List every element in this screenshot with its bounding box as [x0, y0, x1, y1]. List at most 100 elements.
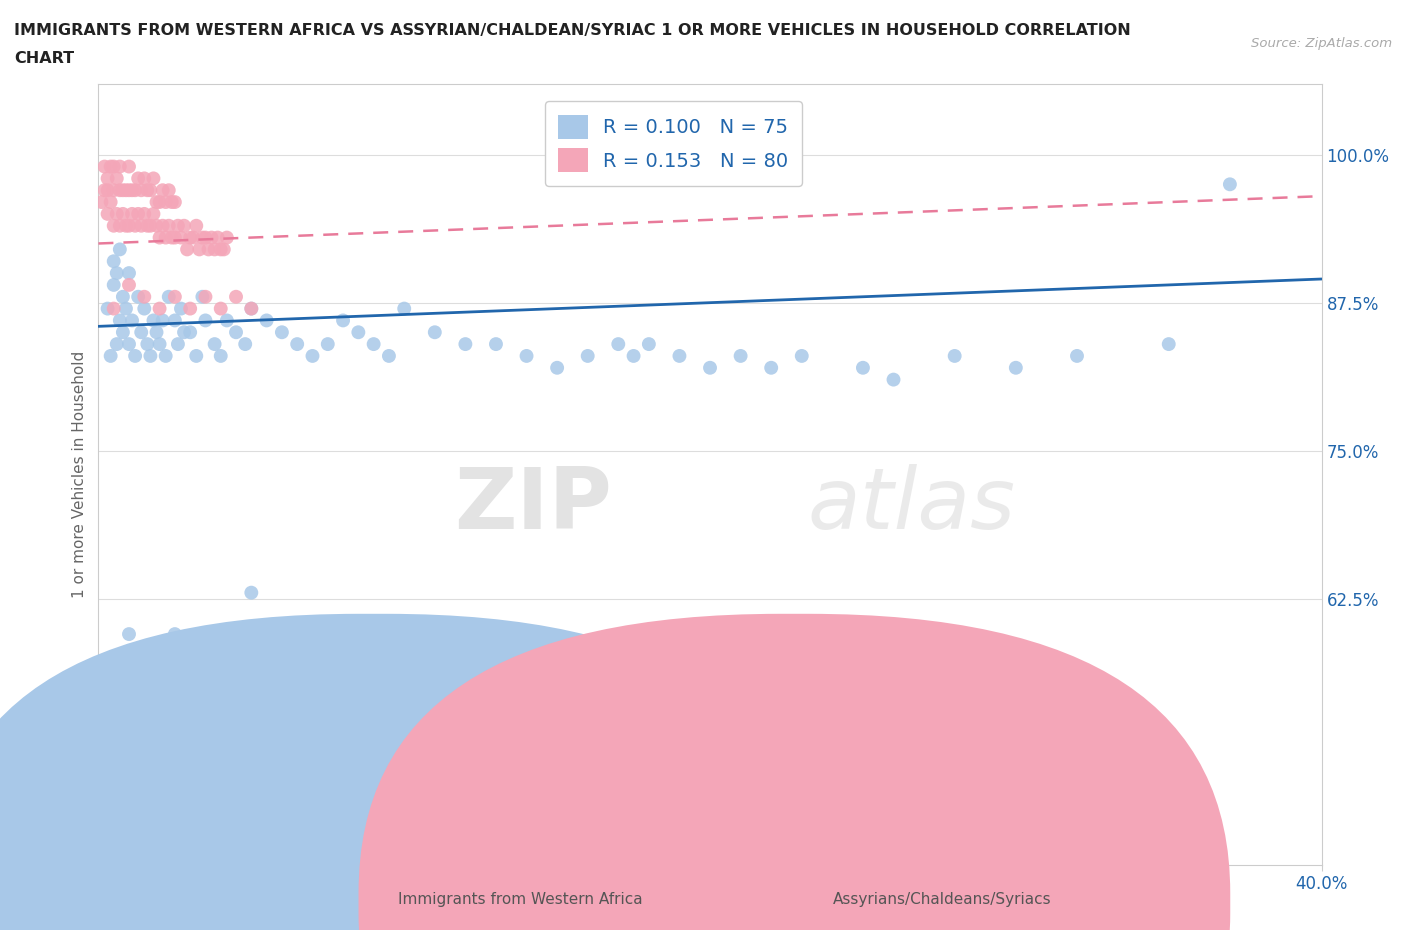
Point — [200, 230, 222, 245]
Point — [152, 313, 174, 328]
Point — [212, 242, 235, 257]
Point — [546, 360, 568, 375]
Point — [111, 206, 134, 221]
Point — [108, 159, 131, 174]
Point — [668, 349, 690, 364]
Point — [423, 325, 446, 339]
Point — [93, 183, 115, 198]
Point — [233, 337, 256, 352]
Point — [108, 183, 131, 198]
Point — [124, 349, 146, 364]
Point — [118, 183, 141, 198]
Point — [225, 325, 247, 339]
Point — [134, 171, 156, 186]
Point — [157, 219, 180, 233]
Point — [225, 289, 247, 304]
Point — [100, 159, 122, 174]
Point — [97, 206, 120, 221]
Point — [105, 206, 128, 221]
Point — [209, 301, 232, 316]
Point — [207, 230, 229, 245]
Point — [155, 230, 177, 245]
Point — [97, 183, 120, 198]
Point — [607, 337, 630, 352]
Point — [100, 194, 122, 209]
Point — [108, 313, 131, 328]
Point — [301, 349, 323, 364]
Point — [97, 171, 120, 186]
Point — [103, 183, 125, 198]
Point — [121, 206, 143, 221]
Text: IMMIGRANTS FROM WESTERN AFRICA VS ASSYRIAN/CHALDEAN/SYRIAC 1 OR MORE VEHICLES IN: IMMIGRANTS FROM WESTERN AFRICA VS ASSYRI… — [14, 23, 1130, 38]
Point — [699, 360, 721, 375]
Point — [167, 337, 190, 352]
Point — [191, 230, 214, 245]
Point — [204, 337, 226, 352]
Point — [149, 337, 172, 352]
Point — [103, 277, 125, 292]
Point — [883, 372, 905, 387]
Point — [637, 337, 661, 352]
Point — [103, 159, 125, 174]
Point — [163, 313, 186, 328]
Point — [454, 337, 477, 352]
Point — [136, 183, 159, 198]
Point — [163, 230, 186, 245]
Point — [115, 219, 138, 233]
Text: Source: ZipAtlas.com: Source: ZipAtlas.com — [1251, 37, 1392, 50]
Point — [170, 301, 193, 316]
Point — [173, 325, 195, 339]
Point — [623, 349, 645, 364]
Point — [105, 337, 128, 352]
Point — [118, 627, 141, 642]
Point — [1004, 360, 1026, 375]
Point — [167, 219, 190, 233]
Point — [186, 219, 208, 233]
Point — [93, 159, 115, 174]
Point — [215, 230, 238, 245]
Point — [103, 219, 125, 233]
Point — [1157, 337, 1180, 352]
Point — [105, 171, 128, 186]
Point — [145, 219, 167, 233]
Point — [194, 313, 217, 328]
Point — [134, 206, 156, 221]
Point — [194, 230, 217, 245]
Point — [392, 301, 416, 316]
Point — [121, 313, 143, 328]
Point — [100, 349, 122, 364]
Point — [127, 289, 149, 304]
Point — [136, 219, 159, 233]
Point — [485, 337, 508, 352]
Point — [139, 349, 162, 364]
Point — [852, 360, 875, 375]
Point — [730, 349, 752, 364]
Point — [129, 325, 152, 339]
Point — [152, 219, 174, 233]
Point — [149, 301, 172, 316]
Point — [1066, 349, 1088, 364]
Point — [111, 183, 134, 198]
Point — [157, 289, 180, 304]
Point — [191, 289, 214, 304]
Point — [118, 159, 141, 174]
Point — [157, 183, 180, 198]
Point — [160, 194, 183, 209]
Point — [516, 349, 538, 364]
Point — [181, 230, 204, 245]
Point — [176, 242, 198, 257]
Point — [759, 360, 782, 375]
Point — [163, 289, 186, 304]
Point — [1219, 177, 1241, 192]
Point — [121, 183, 143, 198]
Point — [378, 349, 401, 364]
Point — [363, 337, 385, 352]
Point — [240, 301, 263, 316]
Point — [105, 266, 128, 281]
Point — [142, 206, 165, 221]
Point — [204, 242, 226, 257]
Point — [129, 219, 152, 233]
Text: atlas: atlas — [808, 464, 1017, 547]
Text: CHART: CHART — [14, 51, 75, 66]
Point — [118, 337, 141, 352]
